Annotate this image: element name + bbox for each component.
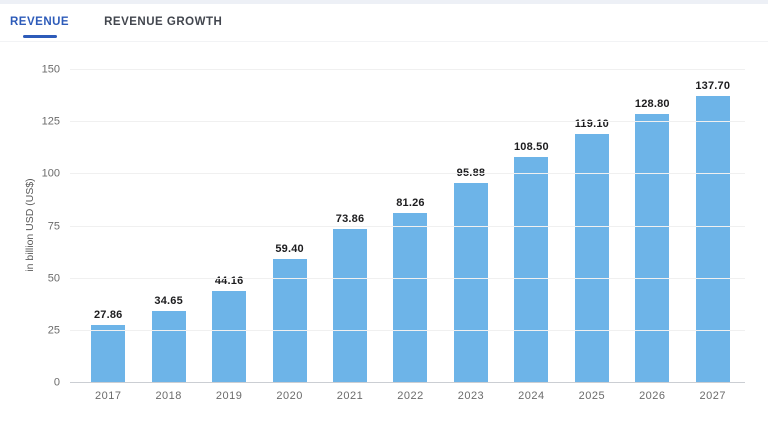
bar-group: 44.16 bbox=[199, 70, 259, 383]
x-tick-label: 2022 bbox=[397, 390, 424, 402]
y-tick-label: 75 bbox=[47, 220, 60, 232]
bar-value-label: 137.70 bbox=[695, 79, 731, 92]
bar-group: 59.40 bbox=[259, 70, 319, 383]
x-tick-label: 2020 bbox=[276, 390, 303, 402]
bar-group: 81.26 bbox=[380, 70, 440, 383]
bar-group: 95.88 bbox=[441, 70, 501, 383]
bar bbox=[514, 156, 549, 383]
x-tick-label: 2026 bbox=[639, 390, 666, 402]
bar-value-label: 128.80 bbox=[634, 98, 670, 111]
bar-group: 108.50 bbox=[501, 70, 561, 383]
y-tick-label: 50 bbox=[47, 272, 60, 285]
bar-value-label: 34.65 bbox=[154, 294, 183, 307]
bar-value-label: 81.26 bbox=[396, 197, 425, 210]
x-axis-labels: 2017 2018 2019 2020 2021 2022 2023 2024 2025 2026… bbox=[78, 390, 743, 402]
x-tick-label: 2023 bbox=[457, 390, 485, 402]
tab-revenue-label: REVENUE bbox=[10, 16, 70, 28]
plot-area: 27.86 34.65 44.16 59.40 73.86 81.26 95.88 108.5… bbox=[42, 64, 745, 388]
bars: 27.86 34.65 44.16 59.40 73.86 81.26 95.88 108.5… bbox=[78, 70, 743, 383]
gridline bbox=[70, 329, 745, 331]
bar-group: 137.70 bbox=[683, 70, 743, 383]
bar bbox=[453, 182, 488, 383]
bar bbox=[91, 324, 126, 383]
tab-revenue[interactable]: REVENUE bbox=[10, 4, 69, 38]
gridline bbox=[70, 69, 745, 70]
bar bbox=[695, 95, 730, 383]
bar-value-label: 44.16 bbox=[214, 274, 244, 287]
y-tick-label: 100 bbox=[41, 167, 60, 180]
x-axis-line bbox=[70, 382, 745, 383]
bar-group: 73.86 bbox=[320, 70, 380, 383]
gridline bbox=[70, 277, 745, 279]
active-tab-underline bbox=[22, 35, 57, 38]
y-tick-label: 25 bbox=[47, 324, 60, 337]
bar bbox=[635, 114, 670, 383]
bar-group: 128.80 bbox=[622, 70, 682, 383]
x-tick-label: 2024 bbox=[518, 390, 545, 402]
bar-value-label: 27.86 bbox=[93, 308, 123, 321]
bar bbox=[574, 134, 609, 383]
tab-revenue-growth[interactable]: REVENUE GROWTH bbox=[104, 4, 222, 38]
gridline bbox=[70, 121, 745, 123]
x-tick-label: 2018 bbox=[155, 390, 182, 402]
bar-group: 119.10 bbox=[562, 70, 622, 383]
bar bbox=[151, 310, 186, 383]
bar bbox=[212, 290, 247, 383]
bar-value-label: 59.40 bbox=[275, 243, 304, 256]
bar-value-label: 73.86 bbox=[335, 212, 365, 225]
gridline bbox=[70, 173, 745, 175]
bar-group: 34.65 bbox=[138, 70, 198, 383]
y-tick-label: 125 bbox=[41, 115, 60, 128]
bar bbox=[393, 213, 428, 383]
bar-value-label: 108.50 bbox=[513, 140, 549, 153]
y-axis-title: in billion USD (US$) bbox=[24, 178, 36, 272]
x-tick-label: 2025 bbox=[578, 390, 606, 402]
gridline bbox=[70, 225, 745, 227]
x-tick-label: 2019 bbox=[215, 390, 243, 402]
y-tick-label: 150 bbox=[41, 63, 60, 76]
bar bbox=[272, 259, 307, 383]
bar-group: 27.86 bbox=[78, 70, 138, 383]
x-tick-label: 2017 bbox=[94, 390, 122, 402]
tab-bar: REVENUE REVENUE GROWTH bbox=[0, 4, 768, 42]
revenue-bar-chart: in billion USD (US$) 27.86 34.65 44.16 59.4… bbox=[0, 42, 768, 422]
bar-value-label: 95.88 bbox=[456, 166, 486, 179]
y-tick-label: 0 bbox=[53, 376, 60, 389]
top-edge-strip bbox=[0, 0, 768, 4]
bar bbox=[333, 228, 368, 383]
x-tick-label: 2021 bbox=[336, 390, 364, 402]
tab-revenue-growth-label: REVENUE GROWTH bbox=[104, 16, 223, 28]
x-tick-label: 2027 bbox=[699, 390, 726, 402]
